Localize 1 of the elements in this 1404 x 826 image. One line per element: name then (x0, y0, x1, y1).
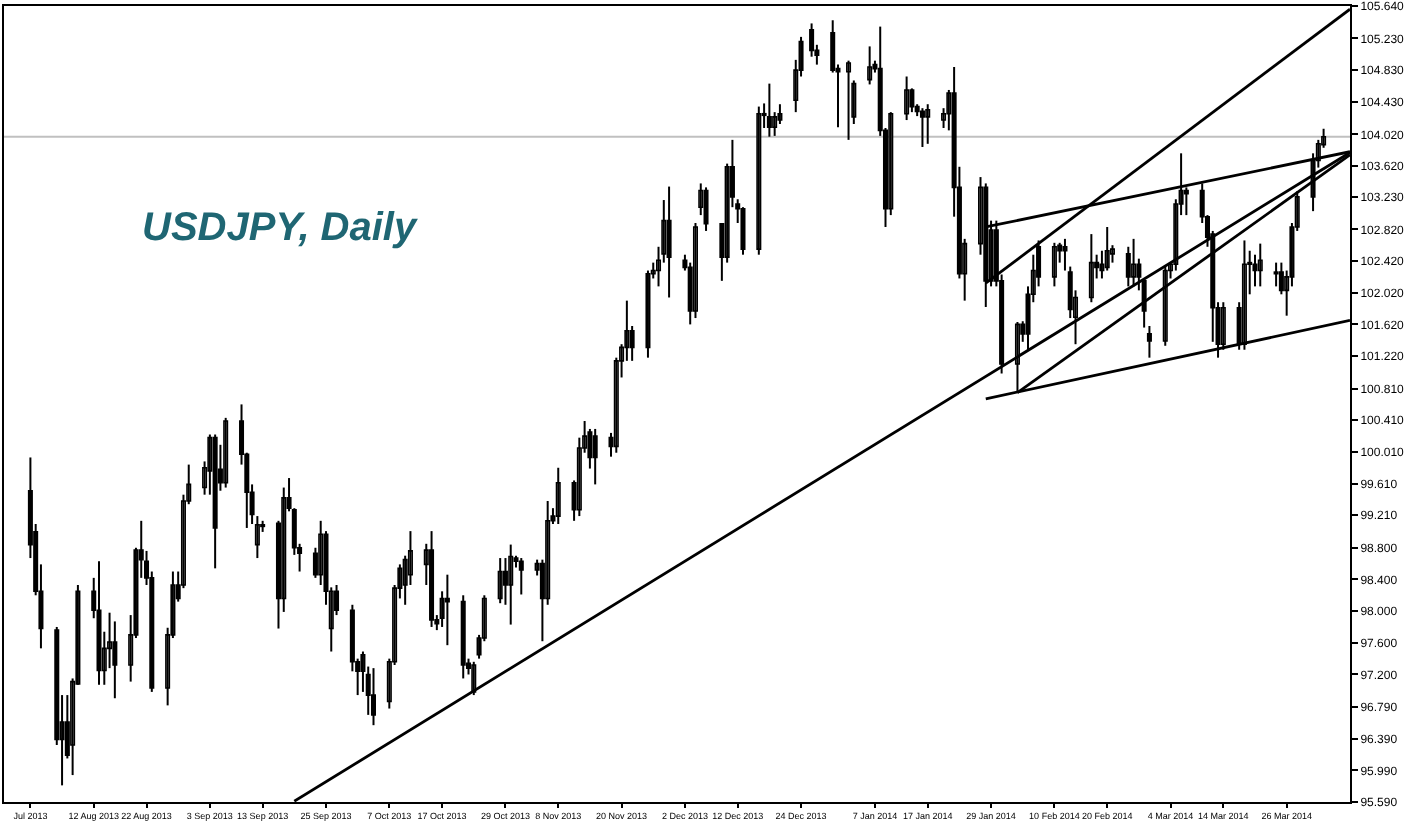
text: USDJPY, Daily (142, 206, 418, 250)
